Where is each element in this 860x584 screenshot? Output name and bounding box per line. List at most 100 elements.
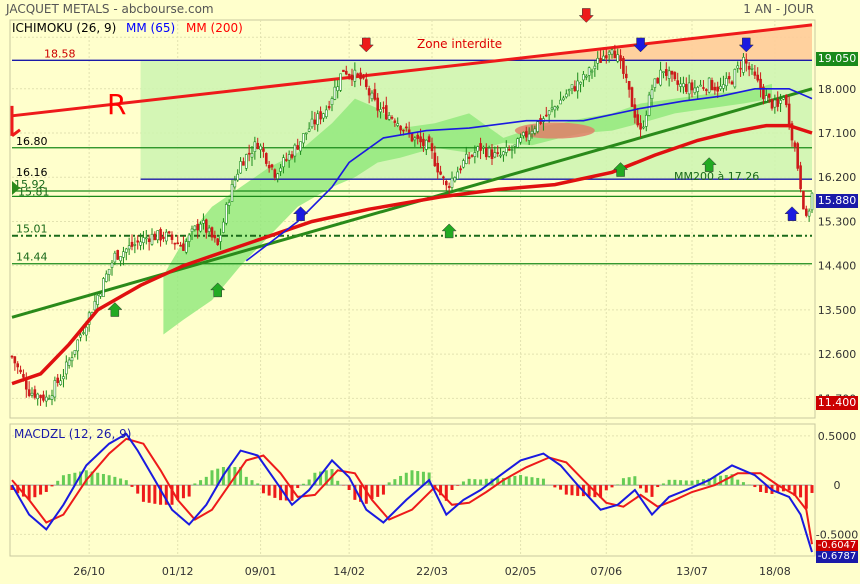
candle-body [474,153,476,157]
candle-body [597,58,599,63]
macd-histogram-bar [393,479,396,485]
candle-body [708,78,710,92]
candle-body [588,68,590,76]
candle-body [468,157,470,159]
candle-body [585,76,587,77]
candle-body [694,88,696,93]
candle-body [371,93,373,99]
macd-histogram-bar [673,480,676,485]
candle-body [282,158,284,167]
candle-body [228,202,230,205]
candle-body [394,121,396,123]
candle-body [788,104,790,126]
candle-body [717,87,719,91]
candle-body [268,165,270,168]
macd-histogram-bar [302,484,305,485]
candle-body [74,350,76,354]
zone-interdite-label: Zone interdite [417,37,502,51]
y-tick-label: 18.000 [818,83,857,96]
candle-body [45,397,47,401]
candle-body [245,154,247,168]
candle-body [797,144,799,169]
candle-body [354,70,356,81]
macd-histogram-bar [531,477,534,485]
mm200-note: MM200 à 17.26 [674,170,759,183]
candle-body [225,204,227,223]
candle-body [128,246,130,249]
candle-body [580,82,582,84]
candle-body [682,84,684,87]
candle-body [60,381,62,385]
candle-body [591,71,593,72]
candle-body [757,75,759,80]
candle-body [191,229,193,232]
candle-body [311,119,313,127]
candle-body [442,177,444,178]
candle-body [431,144,433,151]
candle-body [737,66,739,68]
candle-body [648,95,650,115]
candle-body [422,139,424,146]
candle-body [342,70,344,72]
y-tick-label: 14.400 [818,260,857,273]
macd-histogram-bar [399,476,402,485]
candle-body [388,115,390,119]
candle-body [397,124,399,126]
candle-body [745,60,747,64]
candle-body [628,81,630,89]
macd-histogram-bar [336,481,339,485]
macd-histogram-bar [51,485,54,486]
candle-body [34,390,36,398]
macd-histogram-bar [96,473,99,485]
candle-body [685,84,687,91]
candle-body [560,100,562,104]
candle-body [805,209,807,216]
candle-body [137,241,139,242]
candle-body [537,122,539,132]
candle-body [125,249,127,252]
candle-body [660,70,662,85]
candle-body [277,174,279,179]
macd-histogram-bar [136,485,139,494]
candle-body [640,123,642,129]
candle-body [445,181,447,185]
candle-body [188,235,190,242]
candle-body [634,105,636,118]
candle-body [82,333,84,334]
candle-body [674,72,676,78]
macd-histogram-bar [388,482,391,485]
macd-histogram-bar [33,485,36,497]
macd-histogram-bar [736,480,739,485]
candle-body [802,191,804,209]
legend-ichimoku: ICHIMOKU (26, 9) [12,21,116,35]
candle-body [145,238,147,239]
candle-body [288,155,290,161]
candle-body [500,155,502,156]
macd-tick-label: 0.5000 [818,430,857,443]
period-label: 1 AN - JOUR [743,2,814,16]
candle-body [808,211,810,216]
x-tick-label: 14/02 [333,565,365,578]
macd-histogram-bar [262,485,265,493]
macd-histogram-bar [742,482,745,485]
candle-body [62,377,64,379]
candle-body [25,381,27,390]
candle-body [811,193,813,210]
candle-body [517,139,519,148]
candle-body [471,155,473,156]
candle-body [48,399,50,400]
candle-body [220,235,222,241]
candle-body [534,129,536,133]
candle-body [248,153,250,154]
level-label: 15.01 [16,223,48,236]
macd-histogram-bar [553,485,556,487]
candle-body [645,115,647,126]
macd-histogram-bar [376,485,379,497]
macd-histogram-bar [113,477,116,485]
candle-body [582,74,584,80]
macd-histogram-bar [525,476,528,485]
candle-body [522,132,524,135]
macd-histogram-bar [633,476,636,485]
candle-body [725,78,727,85]
candle-body [382,108,384,109]
